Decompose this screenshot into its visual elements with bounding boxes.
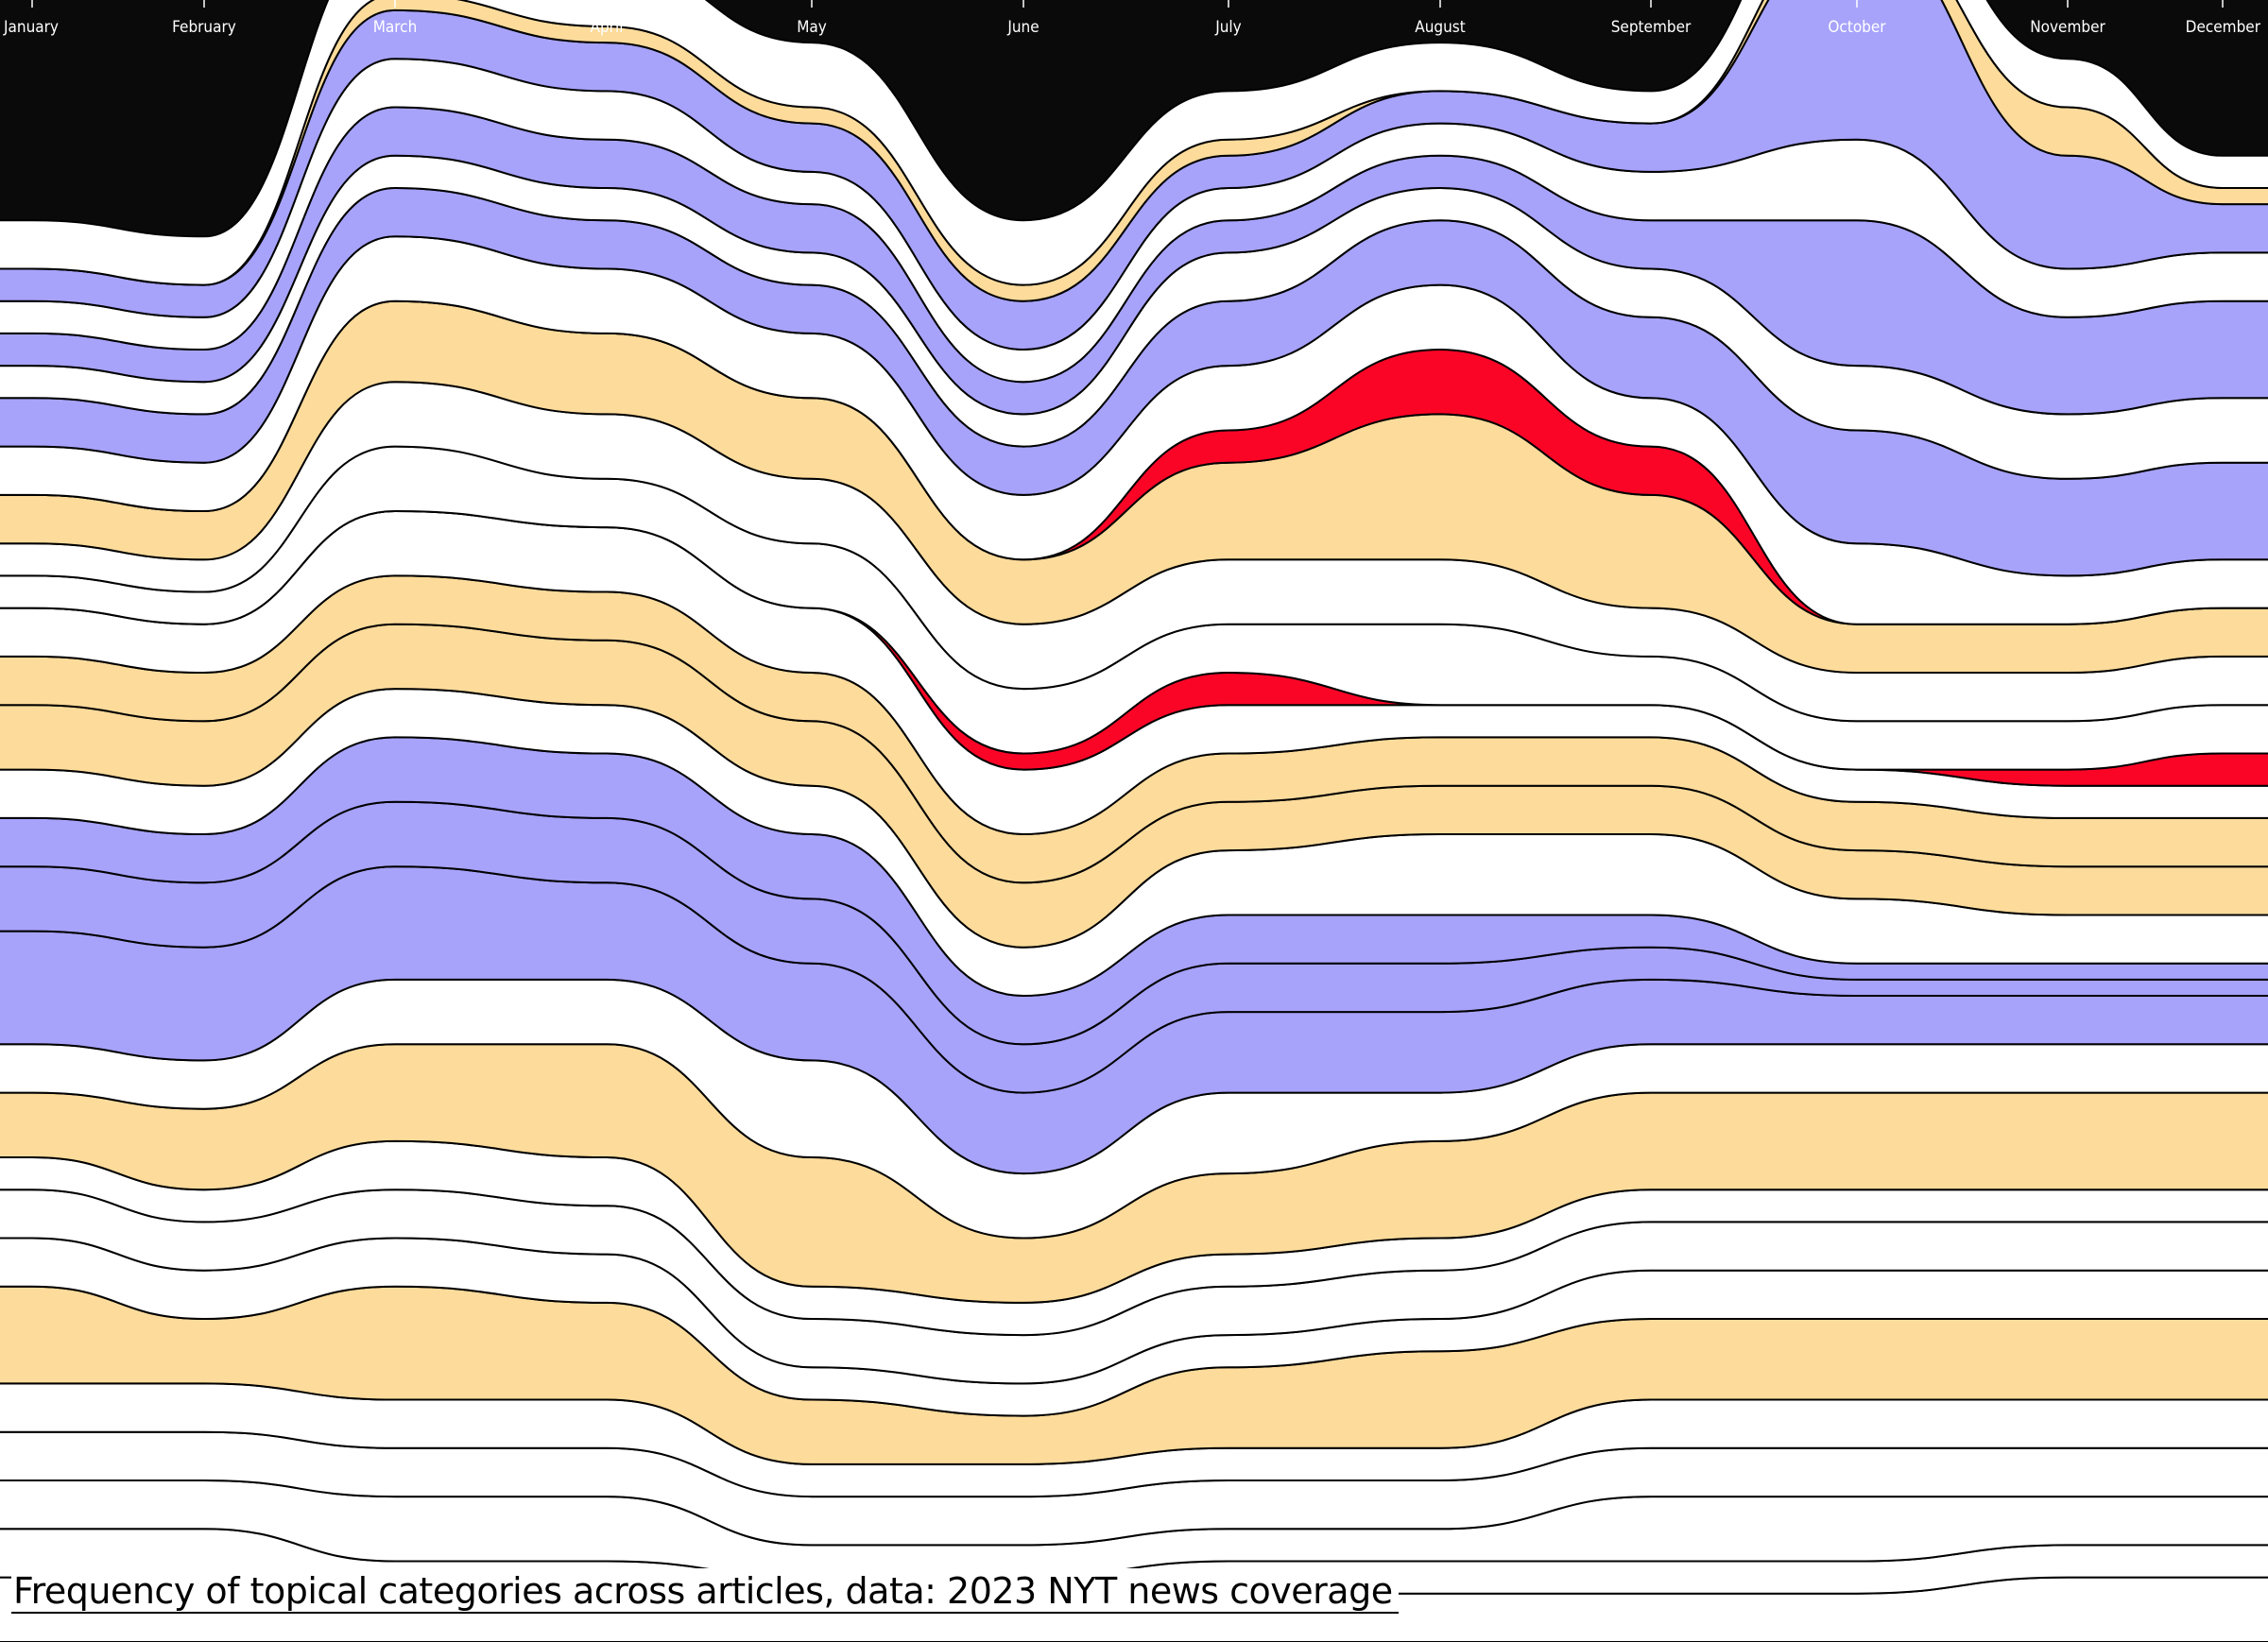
month-label: June: [1006, 18, 1039, 37]
month-label: October: [1828, 18, 1886, 37]
month-label: August: [1415, 18, 1466, 37]
month-label: April: [591, 18, 624, 37]
month-label: February: [172, 18, 236, 37]
month-label: September: [1611, 18, 1692, 37]
month-label: November: [2030, 18, 2105, 37]
month-label: July: [1214, 18, 1242, 37]
month-label: March: [373, 18, 418, 37]
month-label: January: [3, 18, 59, 37]
month-axis: January February March April May June July Augu…: [3, 0, 2261, 37]
month-label: May: [797, 18, 827, 37]
stream-layer: [0, 0, 2268, 286]
month-label: December: [2186, 18, 2261, 37]
chart-caption: Frequency of topical categories across a…: [11, 1568, 1399, 1614]
